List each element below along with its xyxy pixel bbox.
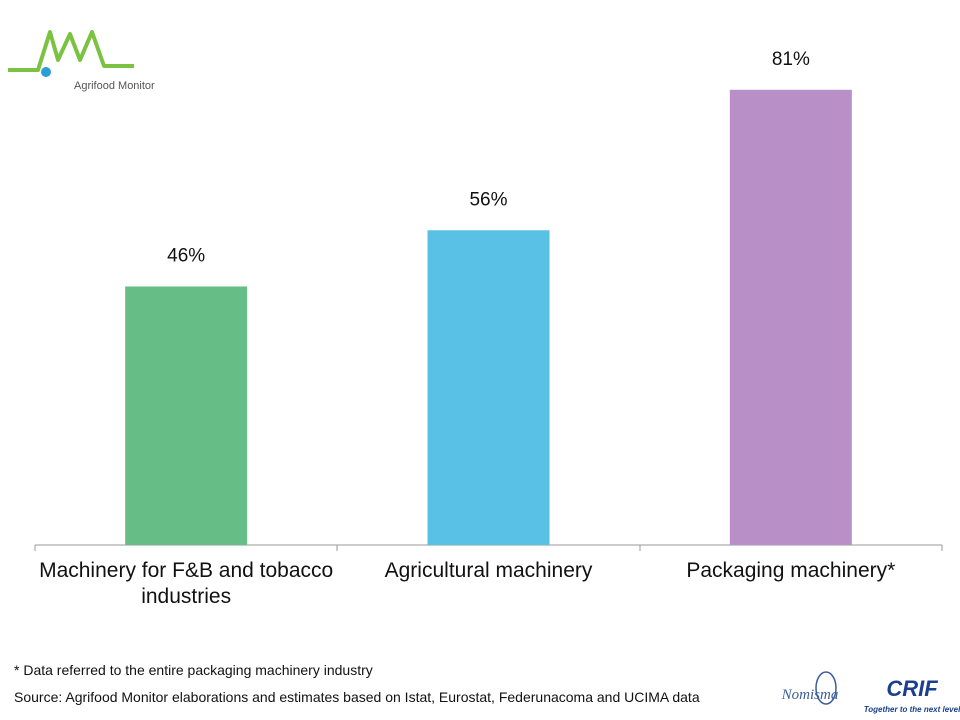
- crif-logo: CRIF Together to the next level: [864, 676, 960, 714]
- nomisma-logo: Nomisma: [781, 671, 839, 705]
- bar: [427, 230, 550, 545]
- agrifood-logo: Agrifood Monitor: [8, 30, 155, 92]
- footnote: * Data referred to the entire packaging …: [14, 662, 373, 678]
- logo-tagline: Together to the next level: [864, 705, 960, 714]
- logo-line: [8, 30, 134, 72]
- value-label: 81%: [772, 49, 810, 70]
- source: Source: Agrifood Monitor elaborations an…: [14, 689, 700, 705]
- x-tick-label: Machinery for F&B and tobacco industries: [39, 559, 334, 608]
- category-ticks: [34, 545, 943, 551]
- x-tick-label: Agricultural machinery: [384, 559, 593, 582]
- x-tick-label: Packaging machinery*: [686, 559, 896, 582]
- logo-dot: [41, 67, 51, 77]
- value-label: 56%: [469, 189, 507, 210]
- logo-text: Nomisma: [781, 687, 839, 703]
- logo-emblem: [815, 671, 837, 705]
- bar: [729, 89, 852, 545]
- bar: [125, 286, 248, 545]
- logo-text: Agrifood Monitor: [74, 80, 155, 92]
- value-label: 46%: [167, 245, 205, 266]
- logo-text: CRIF: [886, 676, 938, 701]
